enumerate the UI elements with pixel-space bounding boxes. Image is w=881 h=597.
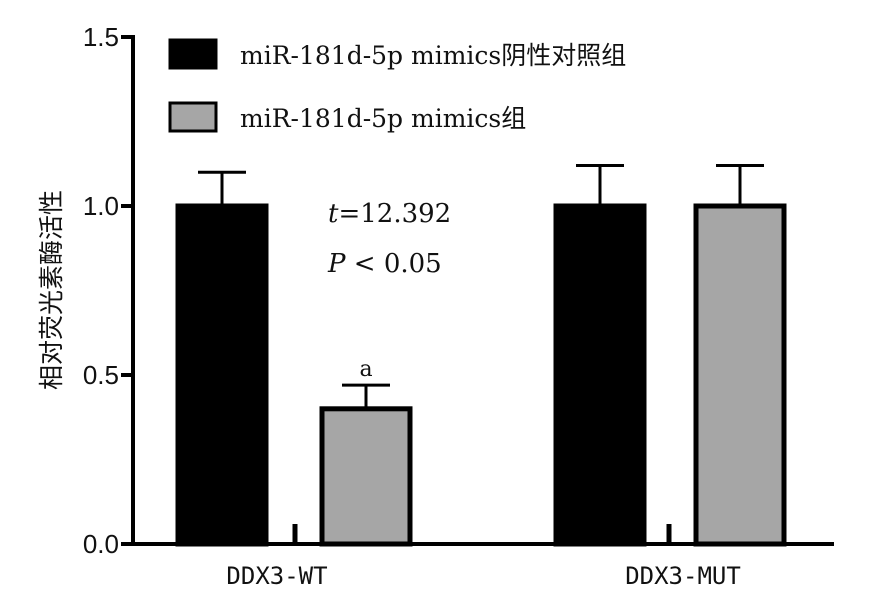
bar-treatment-ddx3-mut — [693, 203, 787, 547]
legend: miR-181d-5p mimics阴性对照组 miR-181d-5p mimic… — [168, 38, 626, 133]
significance-mark: a — [359, 357, 372, 382]
y-axis-label: 相对荧光素酶活性 — [37, 190, 66, 390]
y-tick-label: 0.5 — [83, 360, 119, 390]
t-value: =12.392 — [338, 199, 451, 229]
t-statistic-annotation: t=12.392 — [328, 199, 451, 229]
bar-control-ddx3-wt — [175, 203, 269, 547]
bar-control-ddx3-mut — [553, 203, 647, 547]
legend-swatch — [168, 101, 218, 133]
t-symbol: t — [328, 199, 339, 229]
y-tick-label: 1.0 — [83, 191, 119, 221]
p-value-annotation: P < 0.05 — [327, 249, 442, 279]
x-tick-label: DDX3-WT — [226, 562, 327, 590]
error-bars — [198, 163, 764, 409]
bar-treatment-ddx3-wt — [319, 406, 413, 547]
legend-label: miR-181d-5p mimics组 — [240, 104, 526, 133]
x-tick-label: DDX3-MUT — [625, 562, 741, 590]
y-tick-label: 1.5 — [83, 22, 119, 52]
legend-swatch — [168, 38, 218, 70]
legend-label: miR-181d-5p mimics阴性对照组 — [240, 41, 626, 70]
p-symbol: P — [327, 249, 346, 279]
bars — [175, 203, 787, 547]
p-value: < 0.05 — [346, 249, 442, 279]
y-tick-label: 0.0 — [83, 529, 119, 559]
